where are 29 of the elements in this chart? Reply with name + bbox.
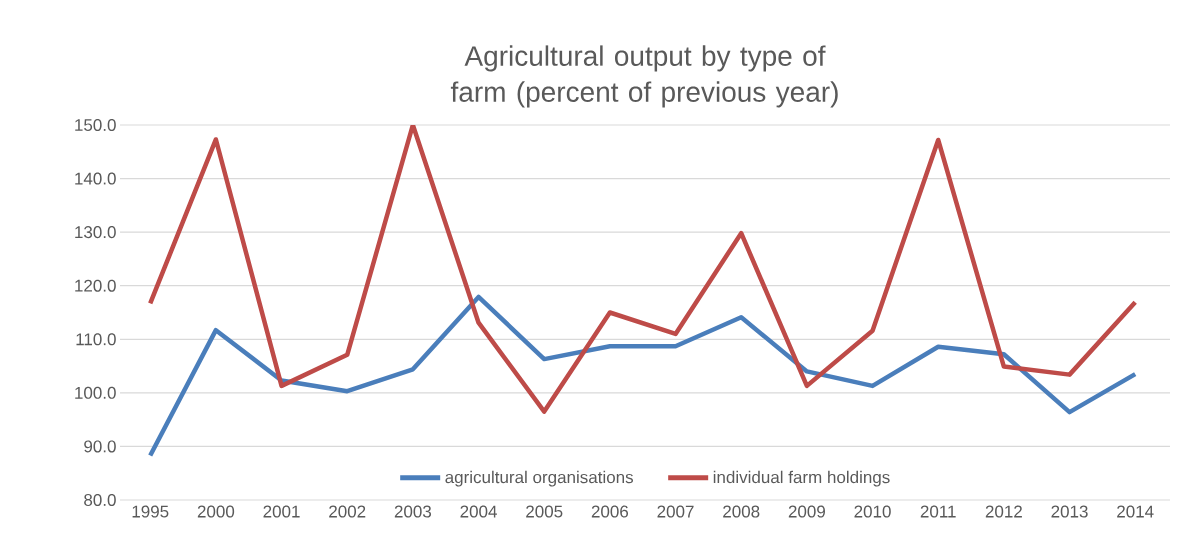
x-tick-label: 2008 <box>723 505 760 518</box>
x-tick-label: 2009 <box>788 505 825 518</box>
y-tick-label: 110.0 <box>76 333 116 346</box>
x-tick-label: 2007 <box>657 505 694 518</box>
line-series <box>147 125 1138 414</box>
y-tick-label: 80.0 <box>84 493 116 507</box>
legend-label: agricultural organisations <box>445 470 634 487</box>
x-tick-label: 2010 <box>854 505 891 518</box>
x-tick-label: 2001 <box>263 505 300 518</box>
chart-title: Agricultural output by type of farm (percent of previous year) <box>450 45 838 108</box>
x-tick-label: 2006 <box>591 505 629 518</box>
x-tick-label: 2004 <box>460 505 497 518</box>
y-tick-label: 100.0 <box>75 386 116 399</box>
x-tick-label: 2005 <box>526 505 563 518</box>
y-tick-label: 150.0 <box>75 118 116 132</box>
y-tick-label: 130.0 <box>75 226 116 239</box>
x-tick-label: 2003 <box>394 505 432 518</box>
x-tick-label: 2011 <box>920 505 956 518</box>
y-tick-label: 120.0 <box>75 279 116 292</box>
x-tick-label: 2000 <box>197 505 235 518</box>
x-tick-label: 1995 <box>132 505 169 518</box>
x-tick-label: 2012 <box>985 505 1022 518</box>
legend-label: individual farm holdings <box>713 470 890 487</box>
y-tick-label: 90.0 <box>84 440 116 453</box>
x-tick-label: 2013 <box>1051 505 1088 518</box>
x-tick-label: 2002 <box>329 505 366 518</box>
y-tick-label: 140.0 <box>75 172 116 185</box>
x-tick-label: 2014 <box>1117 505 1154 518</box>
line-series <box>147 294 1138 458</box>
